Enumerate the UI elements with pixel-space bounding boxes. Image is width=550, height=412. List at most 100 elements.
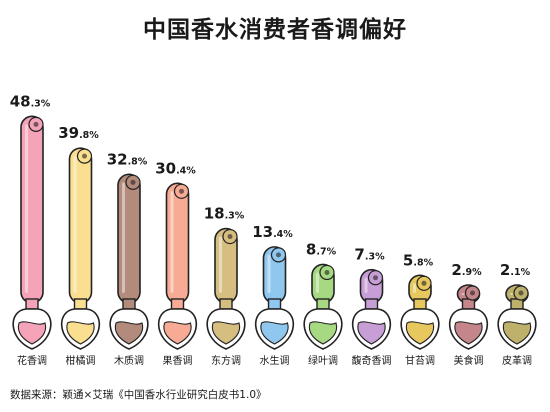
bottle-neck xyxy=(267,298,282,310)
bar-highlight xyxy=(510,293,513,295)
bar-group-果香调: 30.4% 果香调 xyxy=(155,159,198,367)
bottle-liquid xyxy=(357,321,386,345)
icon-center xyxy=(179,188,184,194)
icon-center xyxy=(324,269,330,275)
value-label-int: 32 xyxy=(107,150,128,168)
bar-highlight xyxy=(25,124,28,293)
bottle-liquid xyxy=(114,321,144,345)
value-label-dec: .3% xyxy=(225,211,245,222)
value-label-dec: .8% xyxy=(79,130,99,141)
value-label: 30.4% xyxy=(155,159,196,177)
category-label: 东方调 xyxy=(211,354,241,367)
category-label: 花香调 xyxy=(17,354,47,367)
value-label-dec: .8% xyxy=(128,156,148,167)
icon-center xyxy=(82,153,87,159)
bar-group-东方调: 18.3% 东方调 xyxy=(204,205,246,367)
bottle-neck xyxy=(219,298,233,310)
bottle-liquid xyxy=(502,321,532,345)
value-label-dec: .8% xyxy=(413,257,433,268)
bar-group-绿叶调: 8.7% 绿叶调 xyxy=(303,240,343,367)
leaf-icon xyxy=(319,264,335,281)
wave-icon xyxy=(270,247,287,263)
chocolate-icon xyxy=(464,285,481,301)
bar-highlight xyxy=(364,277,368,293)
icon-center xyxy=(276,252,281,258)
value-label-dec: .1% xyxy=(510,267,530,278)
value-label-int: 30 xyxy=(155,159,176,177)
bar-group-甘苔调: 5.8% 甘苔调 xyxy=(400,251,440,367)
category-label: 皮革调 xyxy=(502,354,532,367)
bottle-neck xyxy=(170,298,185,310)
value-label-dec: .9% xyxy=(462,267,482,278)
bar-highlight xyxy=(122,182,125,293)
value-label: 48.3% xyxy=(10,92,51,110)
value-label-int: 2 xyxy=(451,261,461,279)
value-label: 5.8% xyxy=(403,251,434,269)
bottle-liquid xyxy=(260,321,289,345)
category-label: 美食调 xyxy=(454,354,484,367)
bottle-neck xyxy=(413,298,427,310)
category-label: 水生调 xyxy=(260,354,290,367)
chart-title: 中国香水消费者香调偏好 xyxy=(143,17,407,43)
value-label-int: 5 xyxy=(403,251,413,269)
bottle-neck xyxy=(122,298,136,310)
category-label: 果香调 xyxy=(163,355,193,367)
bar-group-木质调: 32.8% 木质调 xyxy=(107,150,149,367)
icon-center xyxy=(421,280,427,286)
bottle-neck xyxy=(316,298,330,310)
category-label: 馥奇香调 xyxy=(352,354,392,367)
star-anise-icon xyxy=(222,228,238,245)
bar-highlight xyxy=(267,254,271,293)
flower-icon xyxy=(28,116,44,132)
bar-highlight xyxy=(170,191,174,293)
value-label-int: 18 xyxy=(204,205,225,223)
value-label: 18.3% xyxy=(204,205,245,223)
value-label: 32.8% xyxy=(107,150,148,168)
category-label: 绿叶调 xyxy=(308,354,338,367)
value-label-int: 39 xyxy=(58,124,79,142)
bottle-liquid xyxy=(211,321,241,345)
peach-icon xyxy=(173,183,190,199)
category-label: 甘苔调 xyxy=(405,354,435,367)
icon-center xyxy=(227,234,233,240)
bar-group-花香调: 48.3% 花香调 xyxy=(10,92,52,367)
value-label-dec: .4% xyxy=(273,229,293,240)
bar-highlight xyxy=(413,283,416,293)
bar-group-美食调: 2.9% 美食调 xyxy=(448,261,489,367)
value-label-dec: .3% xyxy=(365,252,385,263)
bar-highlight xyxy=(219,236,222,293)
lemon-icon xyxy=(76,148,93,164)
wood-icon xyxy=(125,174,141,190)
moss-icon xyxy=(416,275,432,291)
bar-highlight xyxy=(316,272,319,293)
value-label-int: 2 xyxy=(500,261,510,279)
category-label: 木质调 xyxy=(114,355,144,367)
bottle-liquid xyxy=(163,321,192,345)
bar-highlight xyxy=(73,156,77,293)
value-label: 2.9% xyxy=(451,261,482,279)
value-label-int: 13 xyxy=(252,223,273,241)
value-label-dec: .7% xyxy=(316,246,336,257)
value-label-int: 8 xyxy=(306,240,316,258)
bar xyxy=(117,173,141,304)
bar-group-柑橘调: 39.8% 柑橘调 xyxy=(58,124,101,367)
value-label: 2.1% xyxy=(500,261,531,279)
lavender-icon xyxy=(367,270,384,286)
bottle-liquid xyxy=(66,321,95,345)
bottle-neck xyxy=(364,298,379,310)
value-label: 7.3% xyxy=(354,246,385,264)
icon-center xyxy=(518,290,524,296)
bottle-liquid xyxy=(17,321,47,345)
bottle-neck xyxy=(73,298,88,310)
bottle-liquid xyxy=(454,321,483,345)
bar xyxy=(165,182,190,304)
value-label: 39.8% xyxy=(58,124,99,142)
value-label: 13.4% xyxy=(252,223,293,241)
value-label: 8.7% xyxy=(306,240,337,258)
bar-group-水生调: 13.4% 水生调 xyxy=(252,223,295,367)
value-label-int: 48 xyxy=(10,92,31,110)
value-label-int: 7 xyxy=(354,246,364,264)
icon-center xyxy=(470,290,475,296)
icon-center xyxy=(33,121,39,127)
